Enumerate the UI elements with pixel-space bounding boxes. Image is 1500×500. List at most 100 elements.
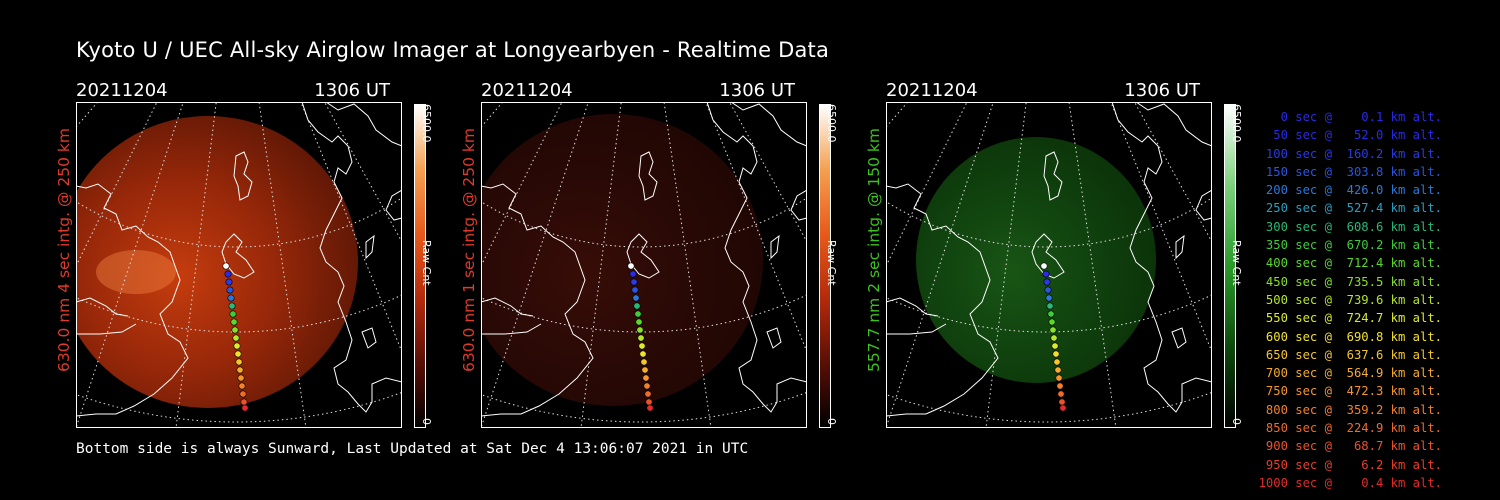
coastline	[766, 327, 782, 349]
legend-entry: 250 sec @ 527.4 km alt.	[1258, 201, 1442, 216]
coastline	[361, 327, 377, 349]
trajectory-point	[632, 294, 640, 302]
trajectory-point	[643, 382, 651, 390]
panel-time: 1306 UT	[1124, 80, 1200, 101]
trajectory-point	[1048, 318, 1056, 326]
trajectory-point	[1049, 326, 1057, 334]
allsky-image-557-2s	[886, 102, 1212, 428]
trajectory-point	[634, 310, 642, 318]
trajectory-point	[641, 366, 649, 374]
coastline	[221, 233, 255, 279]
coastline	[790, 189, 807, 221]
coastline	[1135, 102, 1212, 147]
airglow-emission-region	[481, 114, 763, 406]
legend-entry: 350 sec @ 670.2 km alt.	[1258, 238, 1442, 253]
coastline	[770, 234, 780, 260]
legend-entry: 550 sec @ 724.7 km alt.	[1258, 311, 1442, 326]
trajectory-point	[227, 294, 235, 302]
legend-entry: 450 sec @ 735.5 km alt.	[1258, 274, 1442, 289]
trajectory-point	[635, 318, 643, 326]
panel-3-wavelength-label: 557.7 nm 2 sec intg. @ 150 km	[865, 128, 883, 372]
image-frame	[886, 102, 1212, 428]
trajectory-point	[639, 350, 647, 358]
trajectory-point	[629, 270, 637, 278]
coastline	[385, 189, 402, 221]
trajectory-point	[232, 334, 240, 342]
legend-entry: 0 sec @ 0.1 km alt.	[1258, 110, 1442, 124]
coastline	[626, 233, 660, 279]
coastline	[706, 102, 807, 413]
legend-entry: 950 sec @ 6.2 km alt.	[1258, 457, 1442, 472]
coastline	[481, 323, 542, 335]
trajectory-point	[238, 382, 246, 390]
allsky-image-630-4s	[76, 102, 402, 428]
trajectory-point	[237, 374, 245, 382]
legend-entry: 700 sec @ 564.9 km alt.	[1258, 366, 1442, 381]
colorbar-1-name: Raw Cnt	[420, 240, 433, 286]
coastline	[1175, 234, 1185, 260]
legend-entry: 850 sec @ 224.9 km alt.	[1258, 421, 1442, 436]
trajectory-altitude-legend: 0 sec @ 0.1 km alt. 50 sec @ 52.0 km alt…	[1259, 108, 1442, 492]
legend-entry: 150 sec @ 303.8 km alt.	[1258, 164, 1442, 179]
legend-entry: 400 sec @ 712.4 km alt.	[1258, 256, 1442, 271]
panel-date: 20211204	[76, 80, 168, 101]
trajectory-point	[1052, 350, 1060, 358]
trajectory-point	[644, 390, 652, 398]
airglow-emission-region	[916, 137, 1156, 383]
legend-entry: 500 sec @ 739.6 km alt.	[1258, 292, 1442, 307]
legend-entry: 200 sec @ 426.0 km alt.	[1258, 183, 1442, 198]
colorbar-3-max: 6500.0	[1230, 104, 1243, 143]
airglow-emission-region	[76, 116, 358, 408]
panel-time: 1306 UT	[719, 80, 795, 101]
trajectory-point	[234, 350, 242, 358]
coastline	[1195, 189, 1212, 221]
trajectory-point	[637, 334, 645, 342]
trajectory-point	[1054, 366, 1062, 374]
page-title: Kyoto U / UEC All-sky Airglow Imager at …	[76, 38, 830, 62]
colorbar-2-name: Raw Cnt	[825, 240, 838, 286]
trajectory-point	[636, 326, 644, 334]
legend-entry: 600 sec @ 690.8 km alt.	[1258, 329, 1442, 344]
coastline	[76, 297, 129, 317]
trajectory-point	[1046, 302, 1054, 310]
image-frame	[481, 102, 807, 428]
coastline	[886, 183, 999, 417]
allsky-image-630-1s	[481, 102, 807, 428]
colorbar-2	[819, 104, 831, 428]
longitude-grid-line	[481, 102, 563, 268]
legend-entry: 900 sec @ 68.7 km alt.	[1258, 439, 1442, 454]
legend-entry: 1000 sec @ 0.4 km alt.	[1258, 475, 1442, 490]
trajectory-point	[229, 310, 237, 318]
longitude-grid-line	[886, 102, 968, 268]
trajectory-point	[1057, 390, 1065, 398]
trajectory-point	[1055, 374, 1063, 382]
colorbar-3	[1224, 104, 1236, 428]
legend-entry: 650 sec @ 637.6 km alt.	[1258, 347, 1442, 362]
panel-date: 20211204	[886, 80, 978, 101]
trajectory-point	[222, 262, 230, 270]
trajectory-point	[633, 302, 641, 310]
trajectory-point	[1040, 262, 1048, 270]
panel-2-wavelength-label: 630.0 nm 1 sec intg. @ 250 km	[460, 128, 478, 372]
longitude-grid-line	[76, 102, 158, 268]
coastline	[76, 183, 189, 417]
legend-entry: 800 sec @ 359.2 km alt.	[1258, 402, 1442, 417]
trajectory-point	[646, 404, 654, 412]
coastline	[730, 102, 807, 147]
trajectory-point	[1058, 398, 1066, 406]
trajectory-point	[1043, 278, 1051, 286]
trajectory-point	[235, 358, 243, 366]
trajectory-point	[231, 326, 239, 334]
image-frame	[76, 102, 402, 428]
trajectory-point	[224, 270, 232, 278]
trajectory-point	[1050, 334, 1058, 342]
latitude-grid-line	[886, 294, 1212, 333]
longitude-grid-line	[1110, 102, 1212, 353]
coastline	[301, 102, 402, 413]
colorbar-1	[414, 104, 426, 428]
panel-time: 1306 UT	[314, 80, 390, 101]
coastline	[1043, 151, 1063, 201]
coastline	[1171, 327, 1187, 349]
coastline	[1031, 233, 1065, 279]
trajectory-point	[630, 278, 638, 286]
